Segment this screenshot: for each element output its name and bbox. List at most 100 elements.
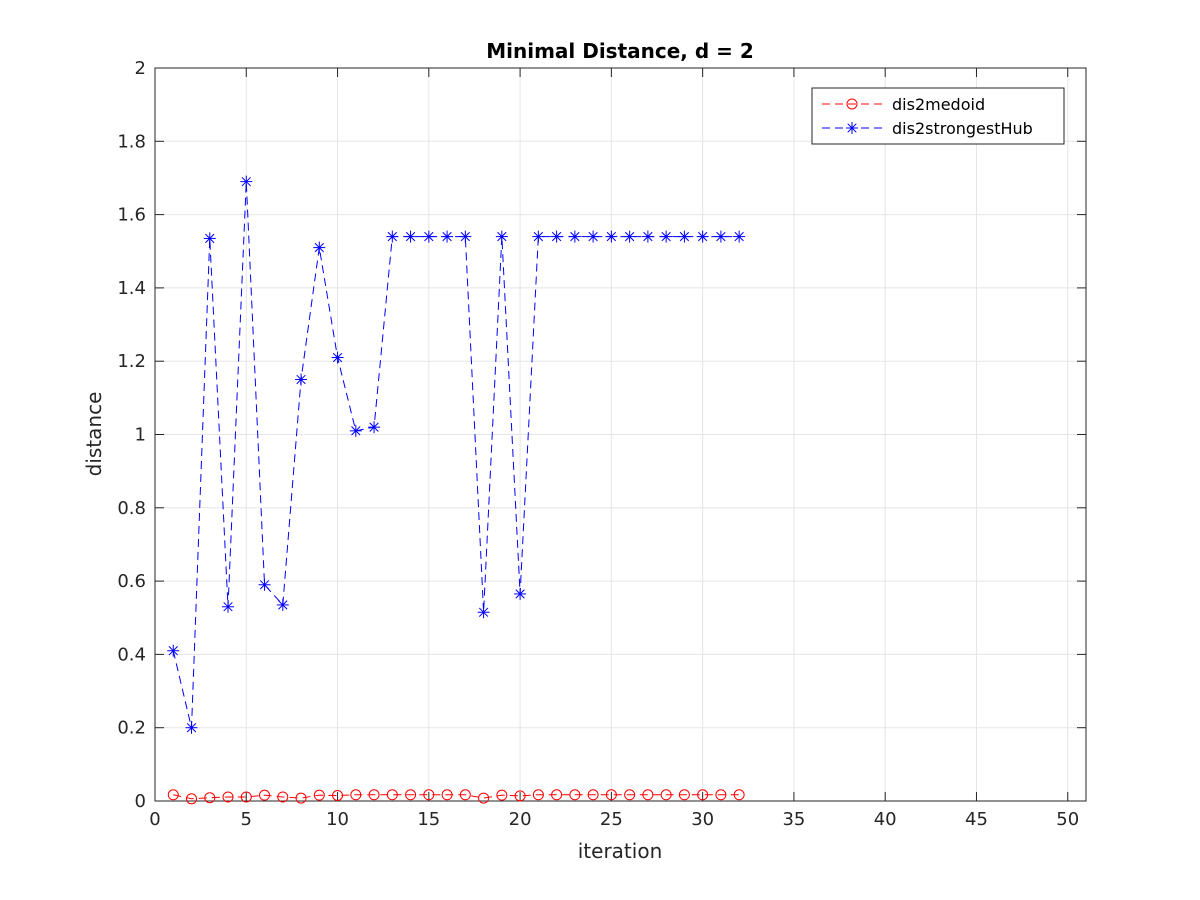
- data-point-dis2strongestHub: [514, 587, 527, 600]
- series-dis2medoid: [167, 789, 745, 805]
- data-point-dis2medoid: [368, 789, 380, 801]
- data-point-dis2medoid: [441, 789, 453, 801]
- data-point-dis2medoid: [167, 789, 179, 801]
- y-tick-label: 0.4: [117, 644, 146, 665]
- data-point-dis2medoid: [697, 789, 709, 801]
- data-point-dis2strongestHub: [641, 230, 654, 243]
- data-point-dis2medoid: [496, 789, 508, 801]
- data-point-dis2medoid: [605, 789, 617, 801]
- data-point-dis2medoid: [459, 789, 471, 801]
- data-point-dis2medoid: [295, 792, 307, 804]
- legend-marker-dis2medoid: [846, 98, 858, 110]
- x-tick-label: 20: [509, 809, 532, 830]
- y-tick-label: 1.4: [117, 278, 146, 299]
- data-point-dis2medoid: [551, 789, 563, 801]
- data-point-dis2strongestHub: [331, 351, 344, 364]
- axis-ticks: 0 5 10 15 20 25 30 35 40 45 50 0 0.2 0.4 0.6 0.8 1 1.2 1.4…: [117, 58, 1086, 830]
- data-point-dis2strongestHub: [678, 230, 691, 243]
- data-point-dis2medoid: [569, 789, 581, 801]
- data-point-dis2medoid: [259, 789, 271, 801]
- data-point-dis2strongestHub: [368, 421, 381, 434]
- data-point-dis2medoid: [733, 789, 745, 801]
- data-point-dis2strongestHub: [623, 230, 636, 243]
- data-point-dis2strongestHub: [258, 578, 271, 591]
- legend-item-dis2medoid: dis2medoid: [822, 95, 985, 114]
- data-point-dis2medoid: [715, 789, 727, 801]
- data-point-dis2strongestHub: [550, 230, 563, 243]
- data-point-dis2medoid: [678, 789, 690, 801]
- data-point-dis2strongestHub: [386, 230, 399, 243]
- data-point-dis2strongestHub: [240, 175, 253, 188]
- data-point-dis2strongestHub: [313, 241, 326, 254]
- data-point-dis2medoid: [405, 789, 417, 801]
- legend-label-dis2medoid: dis2medoid: [892, 95, 985, 114]
- data-point-dis2strongestHub: [696, 230, 709, 243]
- data-point-dis2strongestHub: [295, 373, 308, 386]
- legend-item-dis2strongestHub: dis2strongestHub: [822, 119, 1033, 138]
- data-point-dis2medoid: [313, 789, 325, 801]
- y-axis-label: distance: [82, 392, 106, 477]
- data-point-dis2strongestHub: [349, 424, 362, 437]
- legend-box: [811, 87, 1065, 145]
- data-point-dis2strongestHub: [477, 606, 490, 619]
- data-point-dis2strongestHub: [203, 232, 216, 245]
- data-point-dis2strongestHub: [222, 600, 235, 613]
- data-point-dis2medoid: [186, 793, 198, 805]
- data-point-dis2strongestHub: [714, 230, 727, 243]
- data-point-dis2medoid: [532, 789, 544, 801]
- data-point-dis2strongestHub: [733, 230, 746, 243]
- data-point-dis2medoid: [240, 791, 252, 803]
- x-tick-label: 25: [600, 809, 623, 830]
- data-point-dis2medoid: [386, 789, 398, 801]
- data-point-dis2strongestHub: [404, 230, 417, 243]
- legend-asterisk-glyph: [846, 122, 858, 134]
- data-point-dis2strongestHub: [276, 598, 289, 611]
- data-point-dis2medoid: [642, 789, 654, 801]
- legend-marker-dis2strongestHub: [846, 122, 858, 134]
- x-tick-label: 35: [782, 809, 805, 830]
- data-point-dis2strongestHub: [167, 644, 180, 657]
- x-tick-label: 40: [874, 809, 897, 830]
- x-tick-label: 50: [1056, 809, 1079, 830]
- data-point-dis2medoid: [332, 790, 344, 802]
- series-layer: [167, 175, 746, 805]
- y-tick-label: 1.6: [117, 205, 146, 226]
- data-point-dis2medoid: [478, 792, 490, 804]
- data-point-dis2strongestHub: [605, 230, 618, 243]
- data-point-dis2medoid: [587, 789, 599, 801]
- data-point-dis2strongestHub: [532, 230, 545, 243]
- y-tick-label: 1.2: [117, 351, 146, 372]
- y-tick-label: 0.6: [117, 571, 146, 592]
- data-point-dis2medoid: [222, 791, 234, 803]
- data-point-dis2medoid: [350, 789, 362, 801]
- x-tick-label: 45: [965, 809, 988, 830]
- legend: dis2medoid dis2strongestHub: [811, 87, 1065, 145]
- x-tick-label: 30: [691, 809, 714, 830]
- data-point-dis2strongestHub: [495, 230, 508, 243]
- data-point-dis2strongestHub: [185, 721, 198, 734]
- legend-label-dis2strongestHub: dis2strongestHub: [892, 119, 1033, 138]
- data-point-dis2strongestHub: [459, 230, 472, 243]
- data-point-dis2medoid: [660, 789, 672, 801]
- data-point-dis2medoid: [204, 792, 216, 804]
- series-line-dis2medoid: [173, 794, 740, 800]
- x-tick-label: 10: [326, 809, 349, 830]
- data-point-dis2medoid: [423, 789, 435, 801]
- chart-title: Minimal Distance, d = 2: [486, 39, 754, 63]
- x-axis-label: iteration: [578, 839, 663, 863]
- series-dis2strongestHub: [167, 175, 746, 734]
- data-point-dis2medoid: [277, 791, 289, 803]
- y-tick-label: 2: [135, 58, 146, 79]
- x-tick-label: 15: [417, 809, 440, 830]
- y-tick-label: 0.8: [117, 498, 146, 519]
- y-tick-label: 1: [135, 425, 146, 446]
- data-point-dis2medoid: [514, 790, 526, 802]
- y-tick-label: 1.8: [117, 131, 146, 152]
- x-tick-label: 5: [241, 809, 252, 830]
- data-point-dis2strongestHub: [422, 230, 435, 243]
- data-point-dis2medoid: [624, 789, 636, 801]
- data-point-dis2strongestHub: [441, 230, 454, 243]
- data-point-dis2strongestHub: [587, 230, 600, 243]
